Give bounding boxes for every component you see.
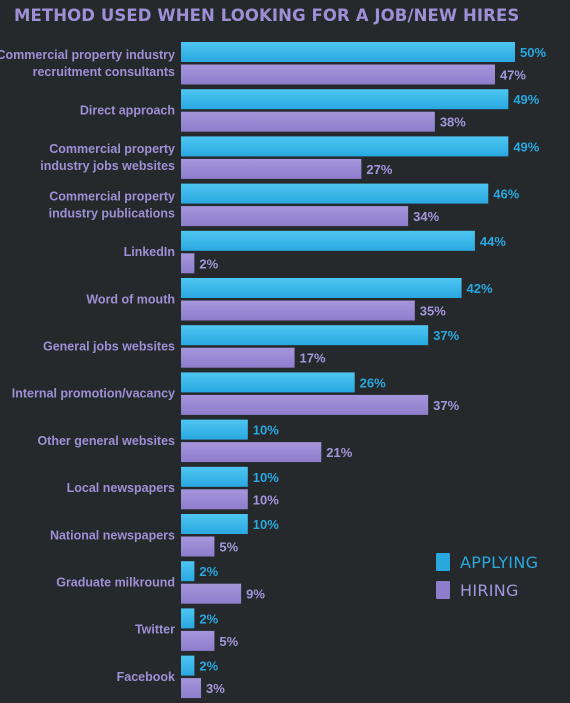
- category-label-national-newspapers: National newspapers: [50, 528, 175, 542]
- value-label-hiring-internal-promotion-vacancy: 37%: [433, 398, 459, 413]
- category-label-graduate-milkround: Graduate milkround: [56, 575, 175, 589]
- value-label-applying-internal-promotion-vacancy: 26%: [360, 375, 386, 390]
- category-label-general-jobs-websites: General jobs websites: [43, 339, 175, 353]
- bar-applying-word-of-mouth: [181, 278, 462, 298]
- value-label-hiring-twitter: 5%: [219, 634, 238, 649]
- bar-hiring-twitter: [181, 630, 215, 651]
- value-label-applying-word-of-mouth: 42%: [467, 281, 493, 296]
- bar-hiring-internal-promotion-vacancy: [181, 394, 429, 415]
- bar-hiring-word-of-mouth: [181, 300, 415, 321]
- value-label-hiring-other-general-websites: 21%: [326, 445, 352, 460]
- value-label-applying-linkedin: 44%: [480, 234, 506, 249]
- bar-applying-other-general-websites: [181, 419, 248, 440]
- bar-hiring-direct-approach: [181, 111, 435, 132]
- bar-applying-general-jobs-websites: [181, 325, 429, 346]
- category-label-commercial-property-industry-jobs-websites: Commercial property industry jobs website…: [40, 142, 175, 173]
- value-label-applying-graduate-milkround: 2%: [199, 564, 218, 579]
- category-label-internal-promotion-vacancy: Internal promotion/vacancy: [12, 387, 175, 401]
- bar-applying-direct-approach: [181, 89, 509, 110]
- bar-applying-internal-promotion-vacancy: [181, 372, 355, 393]
- value-label-applying-general-jobs-websites: 37%: [433, 328, 459, 343]
- value-label-applying-national-newspapers: 10%: [253, 517, 279, 532]
- value-label-hiring-graduate-milkround: 9%: [246, 587, 265, 602]
- value-label-hiring-commercial-property-industry-jobs-websites: 27%: [366, 162, 392, 177]
- bar-hiring-national-newspapers: [181, 536, 215, 557]
- legend-item-hiring: HIRING: [436, 580, 538, 600]
- value-label-hiring-linkedin: 2%: [199, 256, 218, 271]
- bar-applying-graduate-milkround: [181, 561, 195, 582]
- legend-swatch-applying: [436, 553, 450, 571]
- bar-hiring-commercial-property-industry-publications: [181, 206, 409, 227]
- bar-applying-twitter: [181, 608, 195, 629]
- legend-label-applying: APPLYING: [460, 552, 539, 572]
- bar-hiring-graduate-milkround: [181, 583, 242, 604]
- value-label-hiring-facebook: 3%: [206, 681, 225, 696]
- value-label-applying-twitter: 2%: [199, 611, 218, 626]
- value-label-hiring-national-newspapers: 5%: [219, 540, 238, 555]
- bar-applying-commercial-property-industry-publications: [181, 183, 489, 204]
- bar-hiring-commercial-property-industry-recruitment-consultants: [181, 64, 495, 85]
- value-label-applying-direct-approach: 49%: [513, 92, 539, 107]
- category-label-facebook: Facebook: [117, 670, 175, 684]
- legend-label-hiring: HIRING: [460, 580, 519, 600]
- category-label-commercial-property-industry-publications: Commercial property industry publications: [49, 189, 175, 220]
- bar-applying-commercial-property-industry-recruitment-consultants: [181, 42, 515, 62]
- category-label-local-newspapers: Local newspapers: [67, 481, 175, 495]
- category-label-twitter: Twitter: [135, 623, 175, 637]
- bar-applying-facebook: [181, 655, 195, 676]
- category-label-linkedin: LinkedIn: [124, 245, 175, 259]
- category-label-other-general-websites: Other general websites: [37, 434, 175, 448]
- legend-item-applying: APPLYING: [436, 552, 538, 572]
- legend-swatch-hiring: [436, 581, 450, 599]
- bar-hiring-facebook: [181, 678, 202, 699]
- bar-hiring-general-jobs-websites: [181, 347, 295, 368]
- category-label-direct-approach: Direct approach: [80, 103, 175, 117]
- value-label-applying-facebook: 2%: [199, 659, 218, 674]
- value-label-hiring-local-newspapers: 10%: [253, 492, 279, 507]
- value-label-hiring-general-jobs-websites: 17%: [300, 351, 326, 366]
- value-label-hiring-commercial-property-industry-recruitment-consultants: 47%: [500, 68, 526, 83]
- value-label-applying-local-newspapers: 10%: [253, 470, 279, 485]
- value-label-applying-commercial-property-industry-publications: 46%: [493, 187, 519, 202]
- category-label-commercial-property-industry-recruitment-consultants: Commercial property industry recruitment …: [0, 48, 175, 79]
- bar-applying-local-newspapers: [181, 466, 248, 487]
- value-label-hiring-commercial-property-industry-publications: 34%: [413, 209, 439, 224]
- value-label-applying-other-general-websites: 10%: [253, 423, 279, 438]
- bar-hiring-local-newspapers: [181, 489, 248, 510]
- bar-applying-commercial-property-industry-jobs-websites: [181, 136, 509, 157]
- bar-applying-national-newspapers: [181, 514, 248, 534]
- chart-title: METHOD USED WHEN LOOKING FOR A JOB/NEW H…: [14, 6, 520, 25]
- value-label-hiring-direct-approach: 38%: [440, 115, 466, 130]
- chart-legend: APPLYING HIRING: [436, 552, 538, 608]
- value-label-applying-commercial-property-industry-jobs-websites: 49%: [513, 139, 539, 154]
- bar-hiring-other-general-websites: [181, 442, 322, 463]
- category-label-word-of-mouth: Word of mouth: [86, 292, 175, 306]
- bar-applying-linkedin: [181, 230, 475, 251]
- value-label-hiring-word-of-mouth: 35%: [420, 304, 446, 319]
- bar-hiring-linkedin: [181, 253, 195, 274]
- value-label-applying-commercial-property-industry-recruitment-consultants: 50%: [520, 45, 546, 60]
- bar-hiring-commercial-property-industry-jobs-websites: [181, 158, 362, 179]
